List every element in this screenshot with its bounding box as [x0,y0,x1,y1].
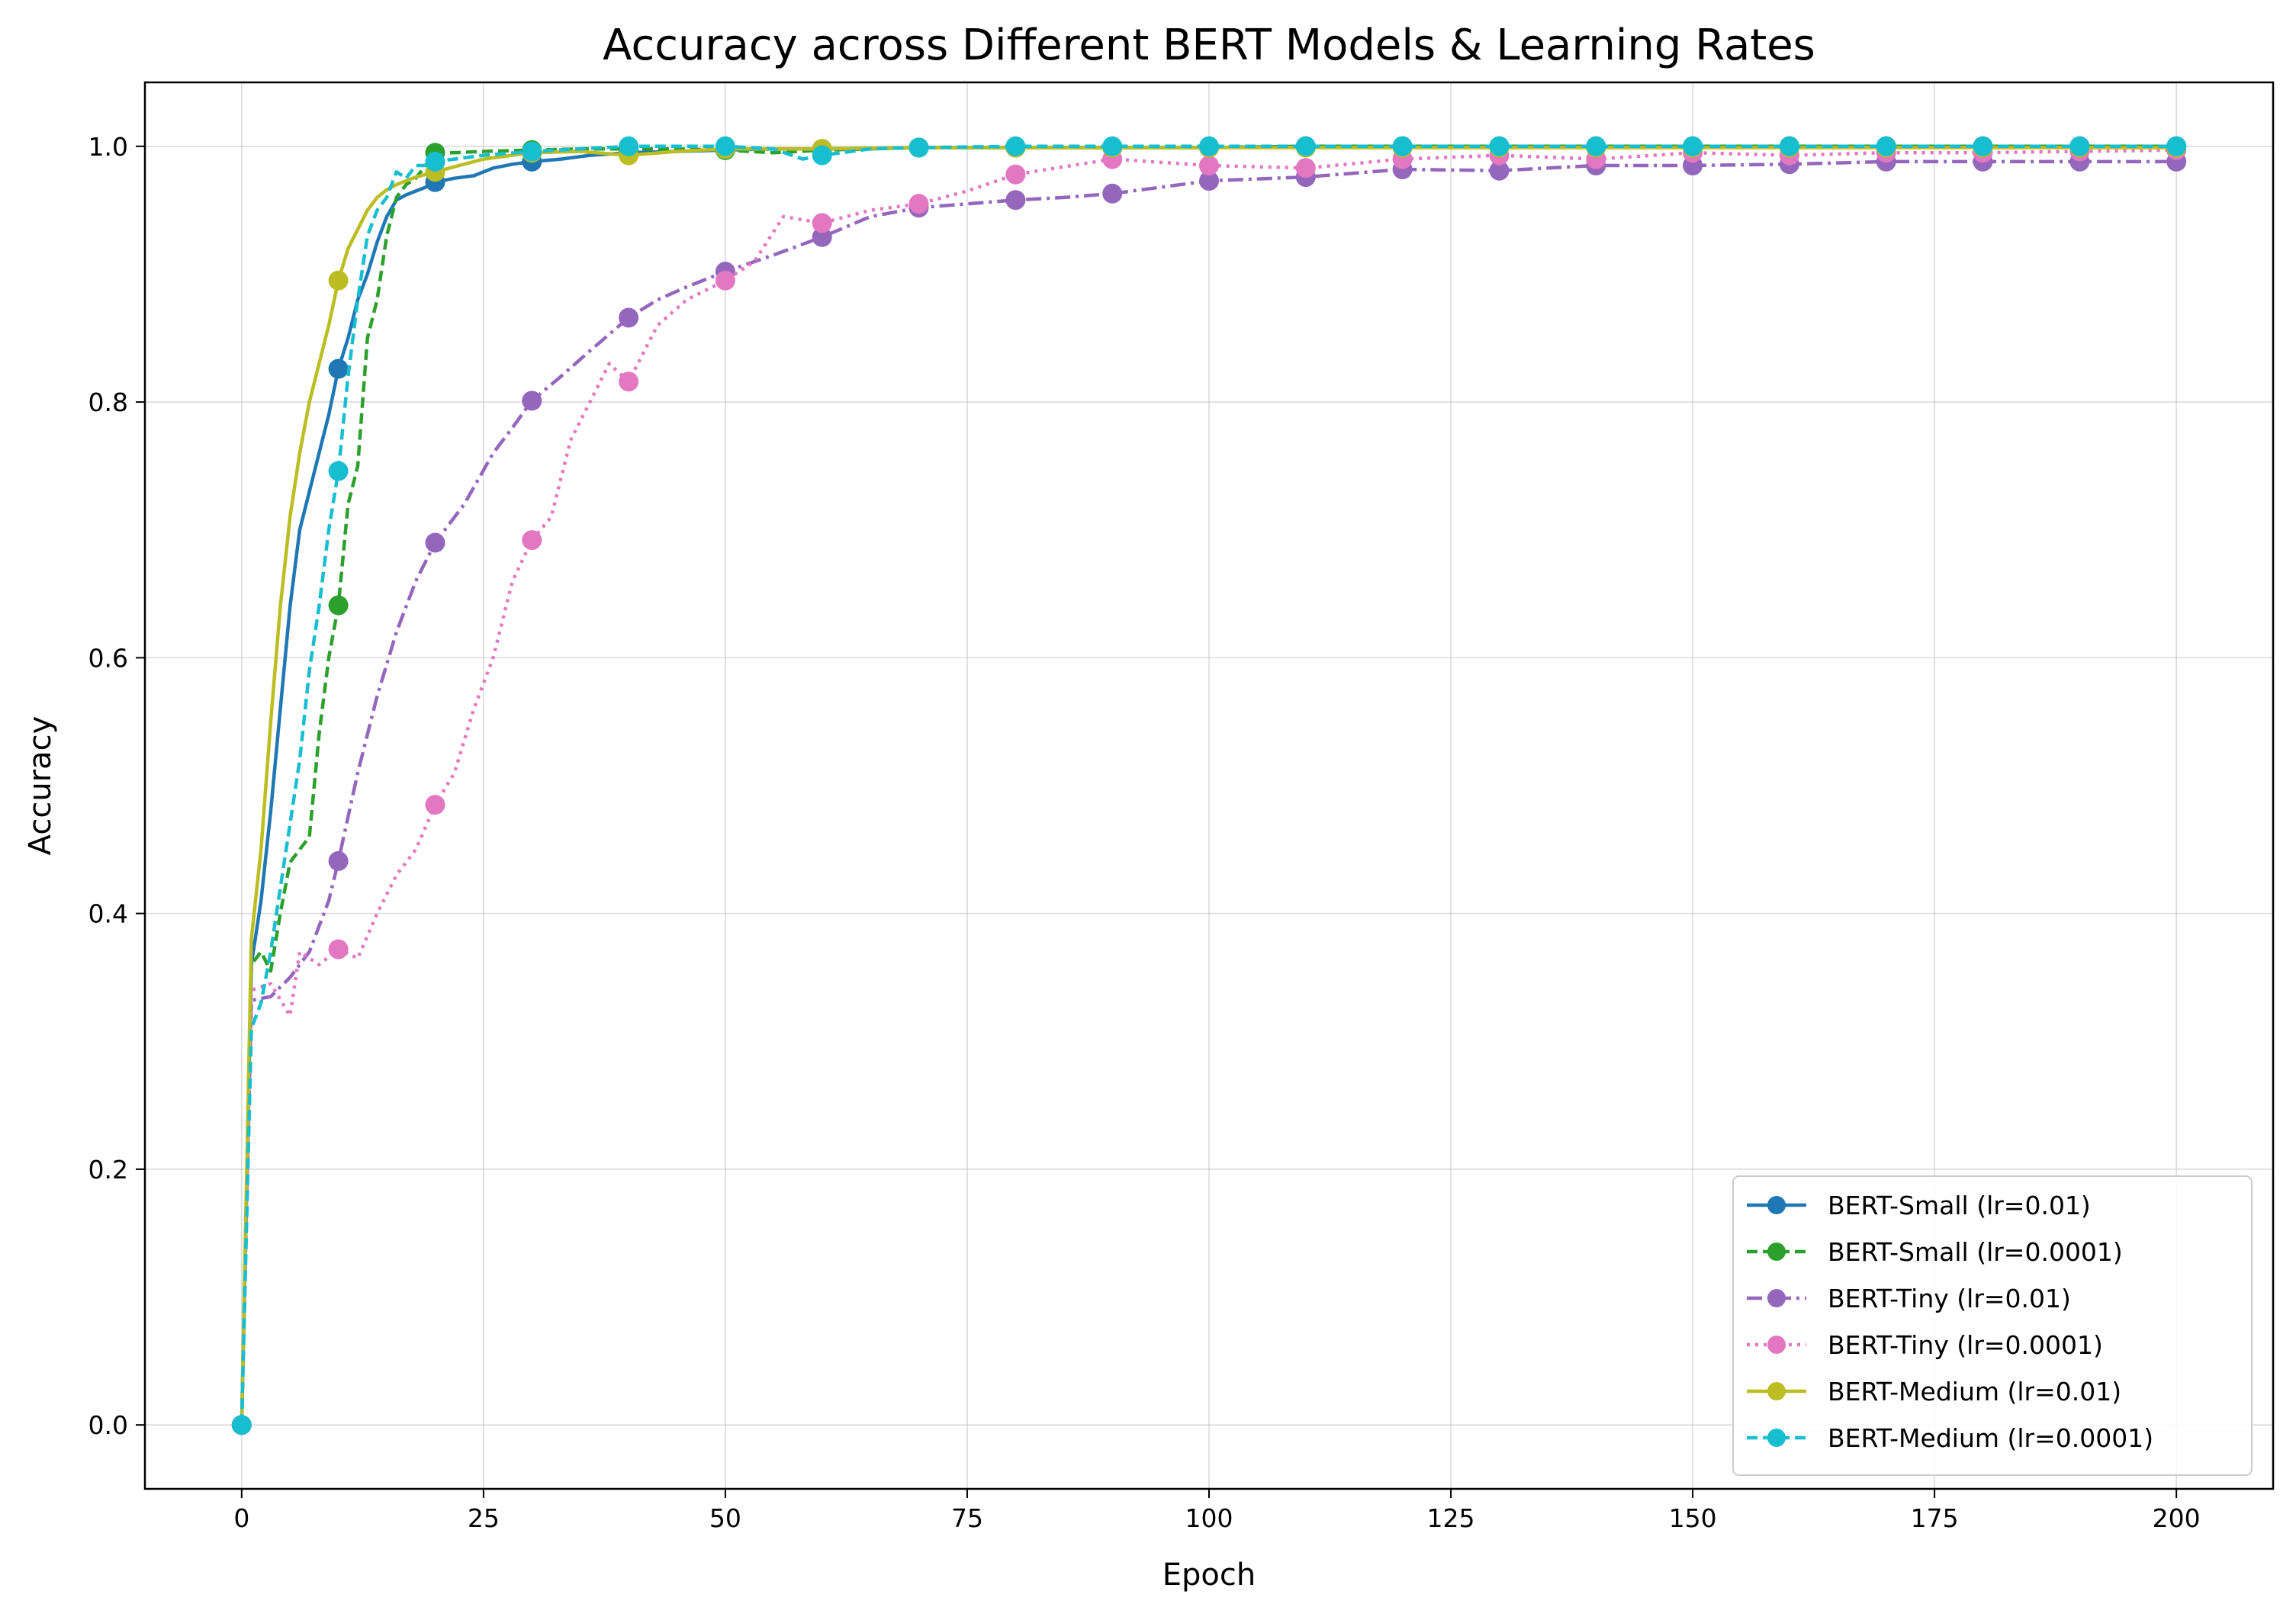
legend-marker-swatch [1767,1336,1786,1354]
series-layer [231,136,2187,1435]
data-point [908,194,929,214]
legend-marker-swatch [1767,1289,1786,1307]
data-point [1683,136,1703,156]
data-point [2166,136,2187,156]
y-tick-label: 0.8 [88,387,128,417]
legend-label: BERT-Medium (lr=0.01) [1828,1377,2121,1406]
legend-box [1732,1175,2253,1476]
x-tick-label: 25 [468,1503,500,1533]
data-point [1973,136,1993,156]
legend-entry: BERT-Small (lr=0.0001) [1747,1237,2123,1267]
data-point [522,530,542,551]
legend-entry: BERT-Tiny (lr=0.0001) [1747,1330,2103,1360]
data-point [425,795,445,815]
legend-marker-swatch [1767,1242,1786,1261]
data-point [1876,136,1896,156]
legend-marker-swatch [1767,1196,1786,1214]
data-point [425,532,445,553]
data-point [1295,136,1316,156]
data-point [1392,136,1413,156]
data-point [619,371,639,392]
chart-title: Accuracy across Different BERT Models & … [603,21,1815,70]
legend-label: BERT-Small (lr=0.01) [1828,1191,2091,1220]
x-tick-label: 50 [709,1503,741,1533]
data-point [1489,136,1510,156]
data-point [1005,136,1026,156]
legend-label: BERT-Tiny (lr=0.0001) [1828,1330,2103,1360]
legend-entry: BERT-Tiny (lr=0.01) [1747,1284,2071,1313]
data-point [1295,158,1316,178]
data-point [1102,183,1123,204]
legend-label: BERT-Medium (lr=0.0001) [1828,1423,2153,1453]
x-tick-label: 0 [233,1503,249,1533]
y-tick-label: 0.2 [88,1155,128,1185]
y-axis-label: Accuracy [23,716,58,856]
data-point [522,141,542,162]
data-point [328,270,349,291]
y-tick-label: 1.0 [88,132,128,162]
series-line [240,146,2177,1426]
x-tick-label: 175 [1911,1503,1959,1533]
data-point [1489,160,1510,181]
data-point [812,227,832,247]
data-point [715,270,735,291]
series-line [240,148,2177,1426]
data-point [1102,136,1123,156]
data-point [908,137,929,158]
y-tick-label: 0.0 [88,1410,128,1440]
data-point [1199,171,1219,191]
legend-entry: BERT-Small (lr=0.01) [1747,1191,2091,1220]
series-line [240,159,2177,1426]
data-point [1005,164,1026,185]
legend: BERT-Small (lr=0.01) BERT-Small (lr=0.000… [1732,1175,2253,1476]
x-tick-label: 200 [2153,1503,2201,1533]
data-point [328,939,349,960]
y-tick-label: 0.6 [88,643,128,673]
data-point [812,213,832,233]
legend-marker-swatch [1767,1382,1786,1400]
data-point [1199,156,1219,175]
series-6 [231,136,2187,1435]
x-tick-label: 125 [1427,1503,1475,1533]
legend-entry: BERT-Medium (lr=0.0001) [1747,1423,2153,1453]
data-point [522,391,542,411]
data-point [1586,136,1606,156]
x-tick-label: 100 [1185,1503,1233,1533]
data-point [328,595,349,616]
data-point [619,136,639,156]
data-point [1779,136,1799,156]
data-point [715,136,735,156]
data-point [2069,136,2090,156]
legend-label: BERT-Small (lr=0.0001) [1828,1237,2123,1267]
x-axis-label: Epoch [1162,1558,1256,1593]
legend-marker-swatch [1767,1429,1786,1447]
data-point [328,358,349,379]
data-point [812,145,832,166]
data-point [425,151,445,172]
y-tick-label: 0.4 [88,899,128,929]
legend-entry: BERT-Medium (lr=0.01) [1747,1377,2121,1406]
data-point [231,1415,252,1435]
legend-label: BERT-Tiny (lr=0.01) [1828,1284,2071,1313]
series-line [240,144,2177,1426]
data-point [328,461,349,481]
data-point [328,850,349,871]
x-axis-ticks: 0 25 50 75 100 125 150 175 200 [233,1489,2201,1533]
y-axis-ticks: 0.0 0.2 0.4 0.6 0.8 1.0 [88,132,145,1440]
data-point [1005,190,1026,211]
data-point [619,307,639,328]
x-tick-label: 75 [951,1503,983,1533]
x-tick-label: 150 [1669,1503,1717,1533]
data-point [1199,136,1219,156]
